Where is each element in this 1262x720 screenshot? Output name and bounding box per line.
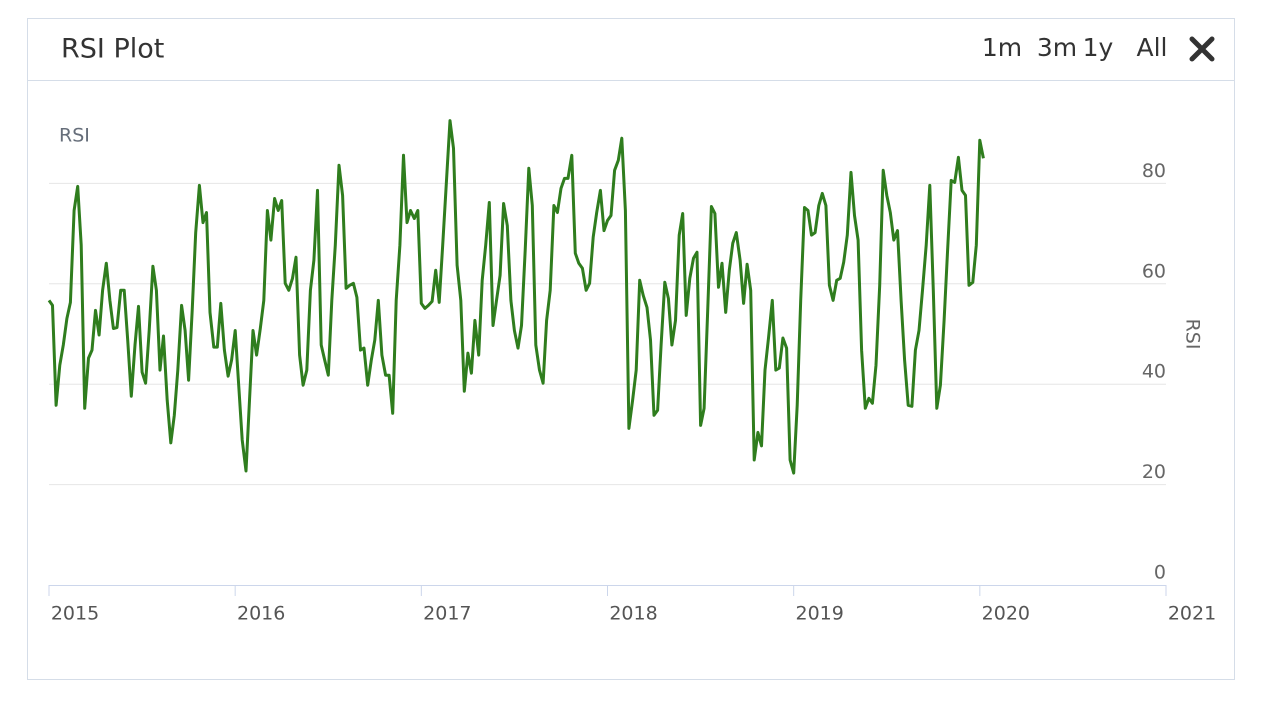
y-tick-label: 60 — [1142, 260, 1166, 282]
x-tick-label: 2018 — [609, 603, 657, 625]
rsi-line — [47, 119, 985, 475]
x-tick-label: 2019 — [795, 603, 843, 625]
range-button[interactable]: 3m — [1037, 33, 1077, 62]
close-button[interactable] — [1189, 36, 1215, 62]
panel-title: RSI Plot — [61, 34, 164, 65]
y-tick-label: 0 — [1154, 562, 1166, 584]
x-tick-label: 2020 — [982, 603, 1030, 625]
x-tick-label: 2017 — [423, 603, 471, 625]
range-button[interactable]: 1y — [1083, 33, 1114, 62]
range-button[interactable]: 1m — [982, 33, 1022, 62]
y-axis-title: RSI — [1182, 319, 1204, 350]
series-label: RSI — [59, 125, 90, 147]
y-tick-label: 40 — [1142, 361, 1166, 383]
range-button[interactable]: All — [1137, 33, 1168, 62]
x-tick-label: 2016 — [237, 603, 285, 625]
x-tick-label: 2015 — [51, 603, 99, 625]
panel — [27, 18, 1235, 680]
x-tick-label: 2021 — [1168, 603, 1216, 625]
y-tick-label: 20 — [1142, 461, 1166, 483]
y-tick-label: 80 — [1142, 160, 1166, 182]
